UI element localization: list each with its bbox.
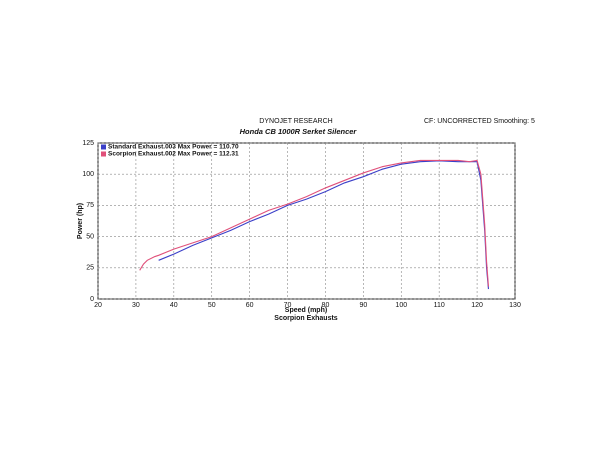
y-tick-label: 75 xyxy=(86,202,94,209)
header: DYNOJET RESEARCH xyxy=(259,118,332,125)
y-tick-label: 100 xyxy=(82,171,94,178)
series-line xyxy=(139,159,490,287)
legend-label: Standard Exhaust.003 Max Power = 110.70 xyxy=(108,144,239,151)
x-tick-label: 120 xyxy=(471,302,483,309)
y-tick-label: 25 xyxy=(86,265,94,272)
legend-label: Scorpion Exhaust.002 Max Power = 112.31 xyxy=(108,151,239,158)
x-tick-label: 50 xyxy=(208,302,216,309)
corner-note: CF: UNCORRECTED Smoothing: 5 xyxy=(424,118,535,125)
y-tick-label: 125 xyxy=(82,140,94,147)
x-tick-label: 60 xyxy=(246,302,254,309)
subtitle: Scorpion Exhausts xyxy=(274,315,338,322)
series-line xyxy=(158,160,490,290)
x-tick-label: 110 xyxy=(434,302,445,309)
x-axis-label: Speed (mph) xyxy=(285,307,327,314)
chart-title: Honda CB 1000R Serket Silencer xyxy=(240,127,358,136)
x-tick-label: 130 xyxy=(509,302,521,309)
y-axis-label: Power (hp) xyxy=(77,203,84,239)
x-tick-label: 30 xyxy=(132,302,140,309)
legend-swatch xyxy=(101,151,106,157)
legend-swatch xyxy=(101,144,106,150)
x-tick-label: 80 xyxy=(322,302,330,309)
x-tick-label: 70 xyxy=(284,302,292,309)
y-tick-label: 50 xyxy=(86,233,94,240)
x-tick-label: 40 xyxy=(170,302,178,309)
x-tick-label: 20 xyxy=(94,302,102,309)
x-tick-label: 90 xyxy=(359,302,367,309)
x-tick-label: 100 xyxy=(395,302,407,309)
y-tick-label: 0 xyxy=(90,296,94,303)
